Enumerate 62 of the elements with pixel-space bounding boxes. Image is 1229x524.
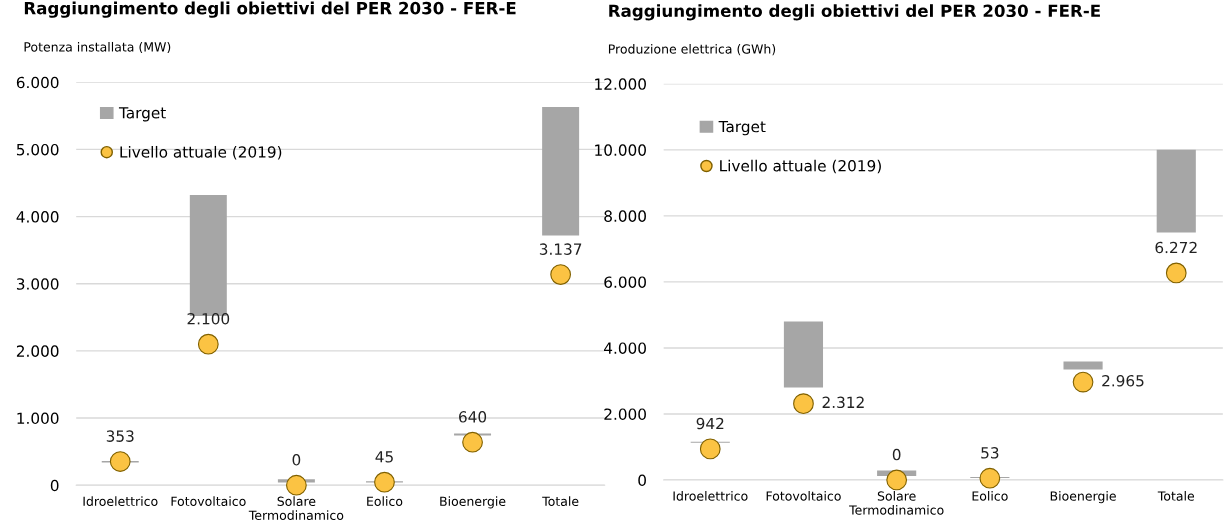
data-label: 0 <box>892 448 901 461</box>
data-label: 640 <box>459 411 487 423</box>
y-tick-label: 5.000 <box>16 143 59 156</box>
x-tick-label: Fotovoltaico <box>171 496 246 507</box>
x-tick-label: Totale <box>1157 491 1195 501</box>
legend-label: Target <box>118 107 166 122</box>
y-tick-label: 8.000 <box>604 210 646 222</box>
y-tick-label: 6.000 <box>604 276 646 288</box>
data-label: 3.137 <box>539 243 582 255</box>
chart-title: Raggiungimento degli obiettivi del PER 2030 - FER-E <box>24 1 516 18</box>
x-tick-label: Idroelettrico <box>83 496 158 507</box>
point <box>793 393 814 415</box>
x-tick-label: Idroelettrico <box>673 491 748 501</box>
y-axis-title: Potenza installata (MW) <box>24 41 171 54</box>
bar <box>542 107 580 236</box>
point <box>550 264 572 285</box>
point <box>374 471 395 493</box>
x-tick-label: Eolico <box>367 496 403 507</box>
point <box>197 333 219 355</box>
y-tick-label: 12.000 <box>595 78 646 90</box>
y-tick-label: 3.000 <box>16 278 59 290</box>
y-tick-label: 0 <box>638 474 646 487</box>
x-tick-label: Solare Termodinamico <box>849 491 944 515</box>
y-tick-label: 4.000 <box>16 211 59 223</box>
x-tick-label: Fotovoltaico <box>766 491 841 501</box>
data-label: 942 <box>696 417 724 430</box>
legend-label: Livello attuale (2019) <box>120 145 282 160</box>
y-tick-label: 0 <box>50 479 59 492</box>
bar <box>1156 149 1196 233</box>
legend-label: Livello attuale (2019) <box>720 159 881 174</box>
point <box>462 431 483 453</box>
y-tick-label: 1.000 <box>17 412 59 425</box>
data-label: 2.100 <box>187 313 230 325</box>
y-tick-label: 10.000 <box>595 144 646 156</box>
data-label: 0 <box>292 454 301 466</box>
data-label: 353 <box>106 430 134 442</box>
y-axis-title: Produzione elettrica (GWh) <box>608 44 776 56</box>
x-tick-label: Bioenergie <box>1050 491 1116 504</box>
point <box>1165 262 1187 284</box>
point <box>286 474 307 496</box>
point <box>109 451 131 472</box>
data-label: 2.965 <box>1102 374 1144 387</box>
data-label: 53 <box>981 447 999 459</box>
x-tick-label: Bioenergie <box>440 496 506 509</box>
point <box>1072 371 1094 393</box>
y-tick-label: 2.000 <box>604 408 646 420</box>
legend-label: Target <box>718 120 766 136</box>
data-label: 6.272 <box>1155 241 1197 254</box>
data-label: 2.312 <box>822 396 864 409</box>
point <box>979 467 1001 489</box>
x-tick-label: Solare Termodinamico <box>248 496 344 521</box>
bar <box>783 321 824 388</box>
x-tick-label: Totale <box>542 496 579 507</box>
bar <box>1063 361 1103 370</box>
y-tick-label: 2.000 <box>16 345 59 357</box>
data-label: 45 <box>375 451 393 463</box>
chart-title: Raggiungimento degli obiettivi del PER 2030 - FER-E <box>609 4 1100 21</box>
point <box>886 469 908 491</box>
y-tick-label: 6.000 <box>16 76 59 89</box>
y-tick-label: 4.000 <box>604 342 646 354</box>
x-tick-label: Eolico <box>972 491 1008 501</box>
point <box>699 438 721 460</box>
